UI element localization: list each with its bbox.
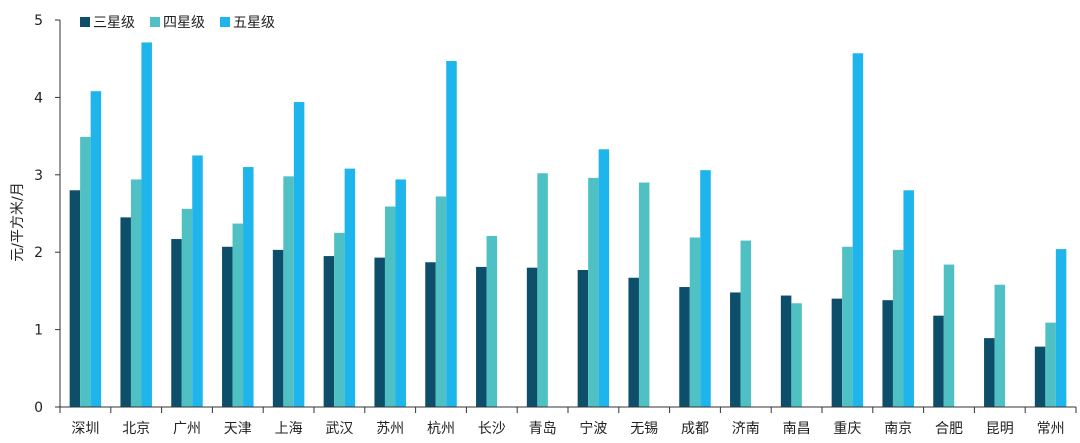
- bar: [272, 249, 284, 407]
- bar: [425, 262, 436, 407]
- y-tick-label: 3: [34, 168, 43, 184]
- bar: [852, 53, 864, 407]
- bar: [141, 42, 152, 408]
- x-tick-label: 深圳: [71, 421, 99, 437]
- legend-swatch: [150, 17, 160, 27]
- legend-label: 三星级: [93, 15, 135, 31]
- y-axis: 0 1 2 3 4 5: [34, 13, 61, 416]
- x-tick-label: 合肥: [935, 421, 963, 437]
- x-tick-label: 苏州: [376, 421, 404, 437]
- bar: [90, 91, 102, 407]
- bar: [679, 287, 690, 407]
- bar: [69, 190, 81, 407]
- x-tick-label: 上海: [275, 421, 303, 437]
- bar: [842, 246, 853, 407]
- y-tick-label: 5: [34, 13, 43, 29]
- bar: [740, 240, 752, 407]
- bar: [293, 102, 305, 407]
- x-tick-label: 常州: [1037, 421, 1065, 437]
- legend-swatch: [80, 17, 90, 27]
- bar: [344, 168, 356, 407]
- bar: [374, 257, 385, 407]
- bar: [486, 235, 498, 407]
- x-tick-label: 无锡: [630, 421, 658, 437]
- bar: [232, 223, 244, 407]
- bar: [1034, 346, 1046, 407]
- bar: [537, 173, 548, 407]
- x-tick-label: 成都: [681, 421, 709, 437]
- x-tick-label: 杭州: [427, 421, 455, 437]
- legend-label: 五星级: [233, 15, 275, 31]
- bar: [791, 303, 802, 407]
- bar: [638, 182, 650, 407]
- y-tick-label: 2: [34, 245, 43, 261]
- bar: [446, 61, 457, 407]
- bar: [577, 270, 589, 407]
- x-tick-label: 济南: [732, 421, 760, 437]
- bar: [395, 179, 406, 407]
- x-tick-label: 天津: [224, 421, 252, 437]
- bar: [994, 284, 1006, 407]
- y-axis-label: 元/平方米/月: [10, 182, 26, 261]
- bar: [1055, 249, 1067, 407]
- bar: [943, 264, 955, 407]
- bar: [1045, 322, 1056, 407]
- bar: [120, 217, 131, 407]
- y-tick-label: 4: [34, 90, 43, 106]
- bar: [476, 266, 487, 407]
- bar: [598, 149, 610, 407]
- bar: [588, 177, 599, 407]
- bar: [730, 292, 741, 407]
- legend: 三星级 四星级 五星级: [80, 15, 275, 31]
- x-tick-label: 北京: [122, 421, 150, 437]
- bar: [171, 239, 182, 407]
- x-tick-label: 广州: [173, 421, 201, 437]
- bar: [192, 155, 203, 407]
- bar: [283, 176, 294, 407]
- bar: [882, 300, 893, 407]
- bar: [526, 267, 538, 407]
- bar: [689, 237, 701, 407]
- bar: [933, 315, 944, 407]
- x-tick-label: 武汉: [325, 421, 353, 437]
- x-tick-label: 长沙: [478, 421, 506, 437]
- bar: [323, 256, 335, 407]
- bar: [984, 338, 995, 407]
- bars-group: [69, 42, 1067, 408]
- bar: [435, 196, 447, 407]
- bar: [243, 167, 254, 407]
- y-tick-label: 1: [34, 323, 43, 339]
- bar: [700, 170, 711, 407]
- bar: [780, 295, 792, 407]
- x-tick-label: 昆明: [986, 421, 1014, 437]
- legend-label: 四星级: [163, 15, 205, 31]
- bar: [903, 190, 914, 407]
- bar: [892, 249, 904, 407]
- bar: [384, 206, 396, 407]
- x-tick-label: 青岛: [529, 421, 557, 437]
- x-tick-label: 南京: [884, 421, 912, 437]
- x-axis: 深圳 北京 广州 天津 上海 武汉 苏州 杭州 长沙 青岛 宁波 无锡 成都 济南 南昌 重庆 南京 合肥 昆明 常州: [59, 406, 1077, 437]
- bar: [80, 136, 91, 407]
- x-tick-label: 重庆: [833, 421, 861, 437]
- bar: [831, 298, 843, 407]
- bar: [628, 277, 639, 407]
- bar: [181, 208, 193, 407]
- bar: [130, 179, 142, 407]
- legend-swatch: [220, 17, 230, 27]
- bar: [334, 232, 345, 407]
- x-tick-label: 宁波: [579, 420, 607, 437]
- x-tick-label: 南昌: [783, 421, 811, 437]
- y-tick-label: 0: [34, 400, 43, 416]
- bar: [222, 246, 233, 407]
